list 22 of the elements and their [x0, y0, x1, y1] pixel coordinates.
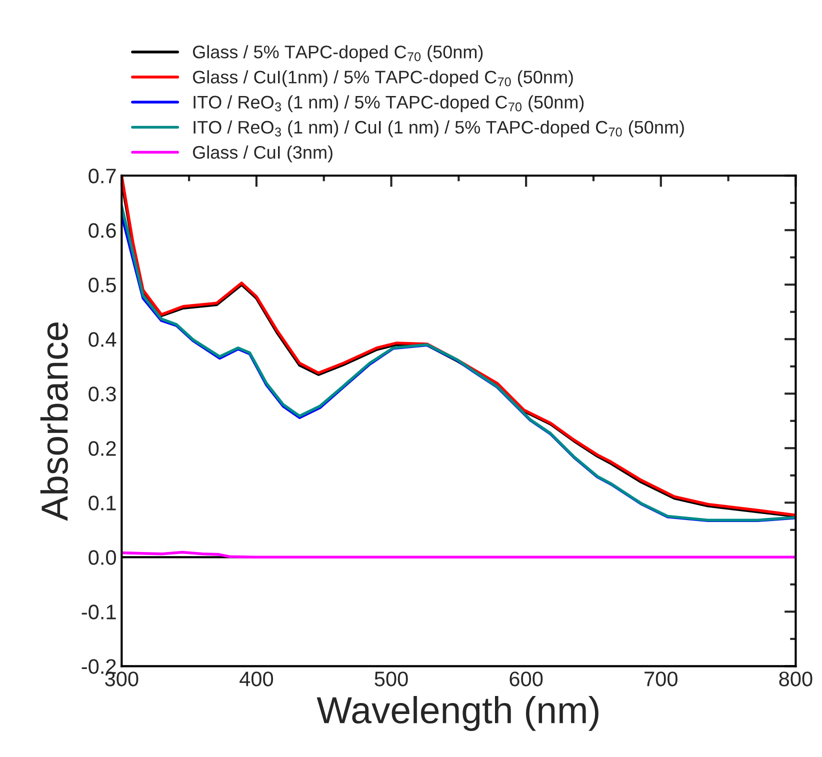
- legend-label: Glass / 5% TAPC-doped C$_{70}$ (50nm): [192, 45, 483, 62]
- y-tick-label: 0.5: [88, 278, 116, 292]
- y-axis-title: Absorbance: [40, 322, 68, 521]
- x-tick-label: 800: [779, 672, 812, 686]
- legend-label: ITO / ReO$_{3}$ (1 nm) / 5% TAPC-doped C$_{70}$ (50nm): [194, 95, 584, 112]
- legend-label: Glass / CuI (3nm): [192, 146, 332, 162]
- y-tick-label: 0.0: [88, 550, 116, 565]
- x-tick-label: 400: [240, 672, 274, 686]
- x-tick-label: 700: [644, 672, 678, 686]
- x-tick-label: 600: [510, 672, 543, 686]
- legend-label: ITO / ReO$_{3}$ (1 nm) / CuI (1 nm) / 5% TAPC-doped C$_{70}$ (50nm): [194, 120, 684, 138]
- y-tick-label: 0.3: [88, 386, 116, 402]
- y-tick-label: -0.1: [82, 604, 116, 620]
- y-tick-label: 0.6: [88, 223, 116, 238]
- x-tick-label: 300: [105, 672, 138, 686]
- y-tick-label: 0.4: [88, 332, 116, 347]
- x-tick-label: 500: [374, 672, 408, 686]
- x-axis-title: Wavelength (nm): [316, 696, 598, 731]
- y-tick-label: 0.2: [88, 441, 116, 456]
- y-tick-label: 0.7: [88, 168, 116, 184]
- y-tick-label: 0.1: [88, 496, 116, 510]
- legend-label: Glass / CuI(1nm) / 5% TAPC-doped C$_{70}$ (50nm): [192, 70, 573, 88]
